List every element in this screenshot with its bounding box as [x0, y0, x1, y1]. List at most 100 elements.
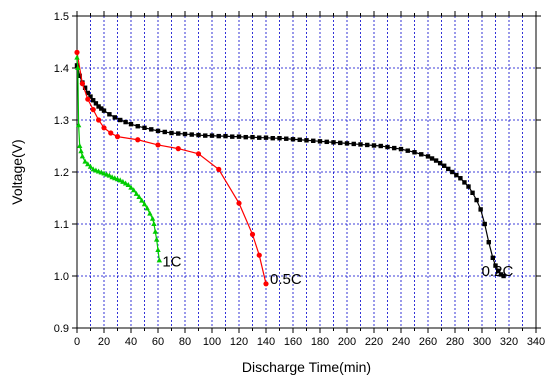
data-point	[385, 144, 390, 150]
y-tick-label: 0.9	[54, 323, 69, 335]
x-tick-label: 180	[311, 336, 329, 348]
data-point	[101, 108, 107, 113]
data-point	[474, 197, 479, 203]
series-line	[76, 65, 504, 277]
data-point	[96, 104, 101, 109]
data-point	[378, 143, 383, 149]
data-point	[392, 145, 397, 151]
data-point	[454, 172, 459, 178]
x-tick-label: 20	[98, 336, 110, 348]
data-point	[88, 94, 93, 99]
x-tick-label: 0	[74, 336, 80, 348]
x-tick-label: 60	[152, 336, 164, 348]
series-0.2C: 0.2C	[74, 63, 514, 280]
data-point	[351, 141, 356, 147]
y-axis: 0.9 1.0 1.1 1.2 1.3 1.4 1.5	[54, 11, 541, 335]
data-point	[442, 163, 447, 168]
data-point	[128, 121, 134, 127]
data-point	[75, 122, 82, 128]
data-point	[82, 158, 88, 164]
data-point	[139, 197, 145, 203]
data-point	[155, 128, 161, 134]
data-point	[141, 201, 148, 207]
data-point	[82, 85, 88, 90]
x-tick-label: 320	[500, 336, 518, 348]
data-point	[79, 81, 85, 87]
data-point	[277, 136, 282, 141]
data-point	[90, 107, 96, 113]
data-point	[117, 177, 123, 183]
data-point	[209, 133, 215, 138]
data-point	[112, 115, 117, 120]
data-point	[196, 132, 201, 138]
data-point	[131, 187, 137, 193]
data-point	[74, 54, 80, 60]
data-point	[462, 180, 467, 185]
data-point	[297, 137, 302, 142]
data-point	[133, 190, 140, 196]
data-point	[79, 153, 86, 159]
series: 0.2C 0.5C 1C	[74, 49, 514, 288]
data-point	[99, 106, 104, 111]
x-tick-label: 80	[179, 336, 191, 348]
x-tick-label: 120	[230, 336, 248, 348]
data-point	[433, 158, 439, 163]
data-point	[152, 228, 158, 234]
data-point	[236, 200, 242, 206]
data-point	[490, 255, 495, 260]
data-point	[155, 247, 161, 252]
data-point	[106, 172, 113, 178]
data-point	[125, 182, 131, 187]
data-point	[203, 133, 208, 138]
data-point	[74, 49, 80, 56]
data-point	[446, 166, 451, 172]
data-point	[195, 151, 202, 157]
data-point	[249, 231, 256, 237]
data-point	[169, 130, 174, 136]
data-point	[425, 154, 431, 159]
y-tick-label: 1.2	[54, 167, 69, 179]
data-point	[118, 117, 123, 123]
x-tick-label: 40	[125, 336, 137, 348]
data-point	[151, 221, 157, 226]
data-point	[91, 98, 96, 103]
data-point	[189, 132, 194, 137]
data-point	[478, 207, 483, 212]
series-label: 0.2C	[482, 263, 514, 280]
y-tick-label: 1.5	[54, 11, 69, 23]
data-point	[338, 140, 343, 146]
data-point	[182, 131, 188, 137]
x-tick-label: 280	[446, 336, 464, 348]
data-point	[135, 124, 140, 129]
data-point	[498, 272, 504, 277]
data-point	[85, 96, 91, 102]
data-point	[331, 140, 336, 145]
data-point	[216, 166, 222, 172]
x-tick-label: 100	[203, 336, 221, 348]
data-point	[149, 215, 156, 221]
data-point	[149, 127, 154, 132]
data-point	[257, 135, 262, 140]
y-tick-label: 1.4	[54, 63, 69, 75]
data-point	[486, 240, 491, 245]
data-point	[85, 161, 91, 167]
data-point	[147, 210, 153, 216]
x-tick-label: 140	[257, 336, 275, 348]
data-point	[250, 134, 255, 140]
y-tick-label: 1.1	[54, 219, 69, 231]
data-point	[93, 101, 99, 106]
y-tick-label: 1.3	[54, 115, 69, 127]
data-point	[114, 134, 121, 140]
series-label: 0.5C	[270, 271, 302, 288]
data-point	[135, 137, 141, 143]
data-point	[236, 134, 242, 139]
data-point	[270, 136, 275, 141]
data-point	[311, 138, 316, 143]
data-point	[419, 152, 424, 157]
data-point	[175, 146, 181, 152]
data-point	[358, 142, 363, 147]
data-point	[216, 133, 221, 139]
data-point	[437, 160, 443, 166]
data-point	[344, 141, 350, 146]
